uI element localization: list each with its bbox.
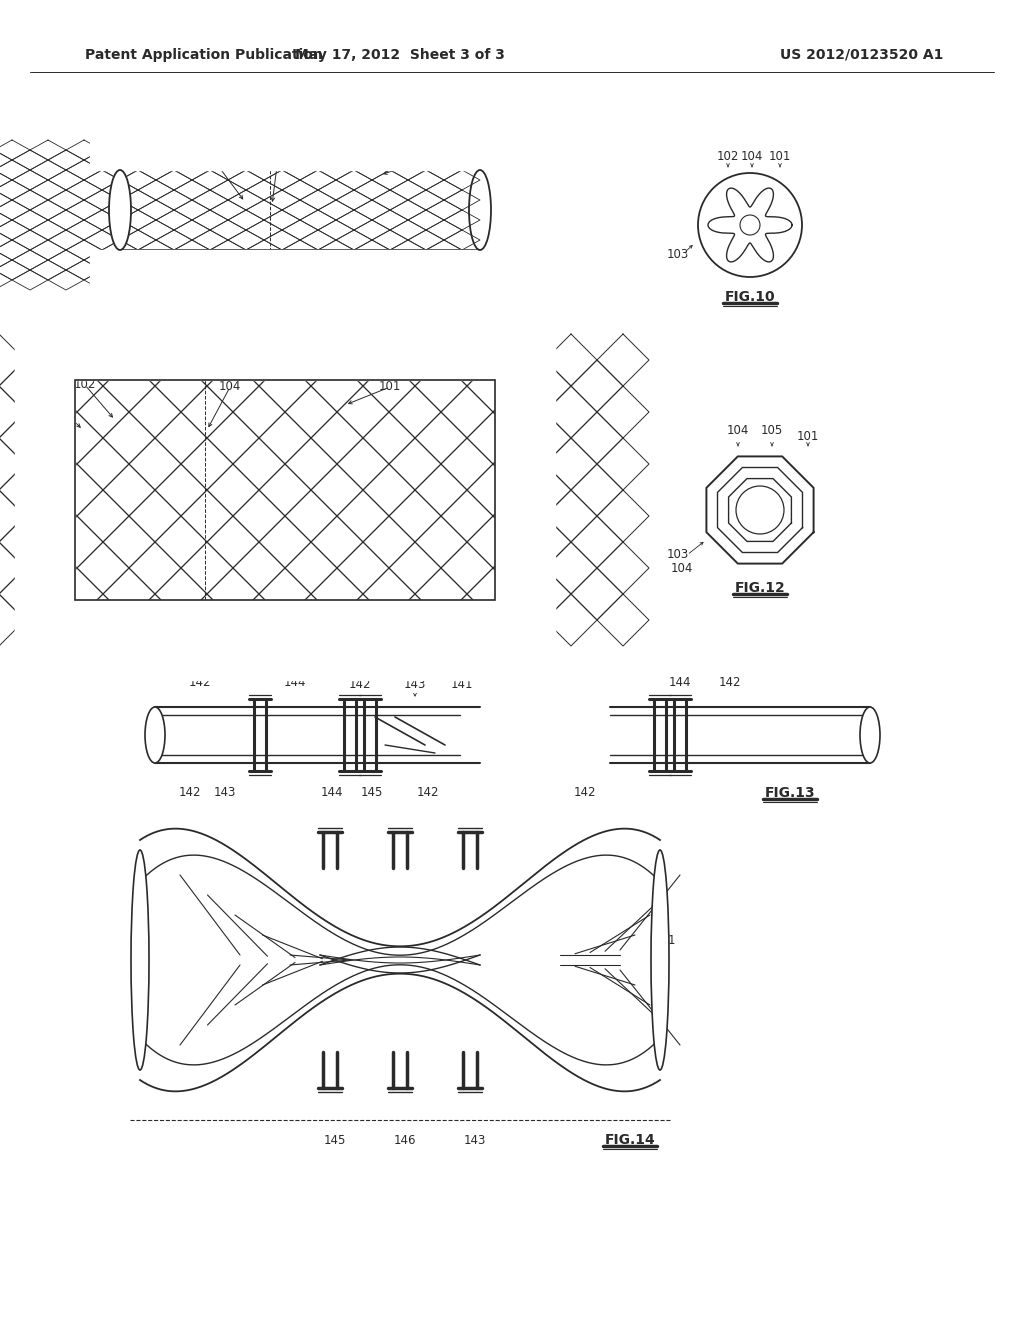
Text: 144: 144 bbox=[669, 676, 691, 689]
Ellipse shape bbox=[109, 170, 131, 249]
Text: 104: 104 bbox=[219, 380, 242, 393]
Text: 102: 102 bbox=[717, 150, 739, 164]
Text: FIG.9: FIG.9 bbox=[280, 268, 321, 282]
Bar bbox=[75, 380, 495, 601]
Ellipse shape bbox=[145, 708, 165, 763]
Ellipse shape bbox=[651, 850, 669, 1071]
Text: 104: 104 bbox=[727, 424, 750, 437]
Text: 102: 102 bbox=[199, 149, 221, 161]
Text: 104: 104 bbox=[740, 150, 763, 164]
Text: 101: 101 bbox=[409, 156, 431, 169]
Text: 142: 142 bbox=[719, 676, 741, 689]
Ellipse shape bbox=[131, 850, 150, 1071]
Circle shape bbox=[698, 173, 802, 277]
Text: 141: 141 bbox=[653, 933, 676, 946]
Text: 101: 101 bbox=[797, 430, 819, 444]
Ellipse shape bbox=[860, 708, 880, 763]
Text: 101: 101 bbox=[769, 150, 792, 164]
Text: 142: 142 bbox=[179, 787, 202, 800]
Text: FIG.10: FIG.10 bbox=[725, 290, 775, 304]
Text: 145: 145 bbox=[324, 1134, 346, 1147]
Text: 103: 103 bbox=[667, 248, 689, 261]
Text: US 2012/0123520 A1: US 2012/0123520 A1 bbox=[780, 48, 943, 62]
Text: 142: 142 bbox=[188, 676, 211, 689]
Text: 103: 103 bbox=[667, 549, 689, 561]
Text: 143: 143 bbox=[403, 678, 426, 692]
Text: 143: 143 bbox=[214, 787, 237, 800]
Text: FIG.13: FIG.13 bbox=[765, 785, 815, 800]
Text: 145: 145 bbox=[360, 787, 383, 800]
Text: 104: 104 bbox=[671, 561, 693, 574]
Text: 103: 103 bbox=[26, 379, 48, 392]
Circle shape bbox=[736, 486, 784, 535]
Text: 102: 102 bbox=[74, 379, 96, 392]
Text: 105: 105 bbox=[761, 424, 783, 437]
Text: FIG.11: FIG.11 bbox=[260, 623, 310, 638]
Text: 144: 144 bbox=[321, 787, 343, 800]
Text: Patent Application Publication: Patent Application Publication bbox=[85, 48, 323, 62]
Polygon shape bbox=[707, 457, 814, 564]
Text: 142: 142 bbox=[349, 678, 372, 692]
Text: 144: 144 bbox=[284, 676, 306, 689]
Text: 146: 146 bbox=[394, 1134, 416, 1147]
Text: 142: 142 bbox=[417, 787, 439, 800]
Text: 141: 141 bbox=[451, 678, 473, 692]
Text: 104: 104 bbox=[267, 152, 289, 165]
Text: FIG.14: FIG.14 bbox=[604, 1133, 655, 1147]
Text: FIG.12: FIG.12 bbox=[734, 581, 785, 595]
Text: May 17, 2012  Sheet 3 of 3: May 17, 2012 Sheet 3 of 3 bbox=[295, 48, 505, 62]
Text: 143: 143 bbox=[464, 1134, 486, 1147]
Text: 101: 101 bbox=[379, 380, 401, 393]
Circle shape bbox=[740, 215, 760, 235]
Text: 142: 142 bbox=[573, 787, 596, 800]
